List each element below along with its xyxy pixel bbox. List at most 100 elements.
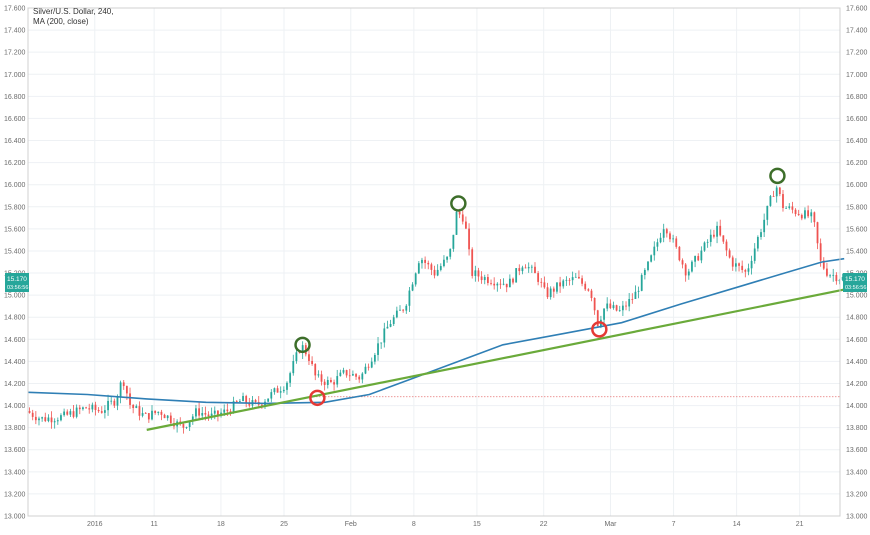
candle-body <box>775 187 778 197</box>
y-tick-label-right: 13.000 <box>846 514 868 521</box>
candle-body <box>486 277 489 283</box>
candle-body <box>543 282 546 288</box>
candle-body <box>480 276 483 281</box>
x-tick-label: 25 <box>280 521 288 528</box>
candle-body <box>292 361 295 374</box>
y-tick-label-left: 15.800 <box>4 204 26 211</box>
candle-body <box>618 310 621 312</box>
candle-body <box>88 408 91 410</box>
candle-body <box>125 386 128 394</box>
y-tick-label-right: 13.600 <box>846 447 868 454</box>
y-tick-label-left: 13.200 <box>4 491 26 498</box>
candle-body <box>53 421 56 423</box>
y-tick-label-right: 16.600 <box>846 116 868 123</box>
candle-body <box>750 260 753 269</box>
candle-body <box>50 417 53 423</box>
candle-body <box>807 210 809 217</box>
candle-body <box>188 421 191 428</box>
candle-body <box>728 250 731 258</box>
candle-body <box>383 328 386 343</box>
candle-body <box>345 370 348 376</box>
candle-body <box>571 277 574 281</box>
candle-body <box>185 427 188 428</box>
y-tick-label-left: 17.000 <box>4 72 26 79</box>
candle-body <box>631 298 634 300</box>
candle-body <box>207 414 210 417</box>
y-tick-label-right: 16.400 <box>846 138 868 145</box>
candle-body <box>810 212 813 217</box>
candle-body <box>722 235 725 242</box>
candle-body <box>248 402 251 406</box>
candle-body <box>147 413 150 420</box>
y-tick-label-right: 15.400 <box>846 248 868 255</box>
x-tick-label: 21 <box>796 521 804 528</box>
candle-body <box>691 261 693 272</box>
x-tick-label: 8 <box>412 521 416 528</box>
candle-body <box>223 409 226 413</box>
y-tick-label-left: 17.600 <box>4 6 26 13</box>
candle-body <box>788 206 791 208</box>
y-tick-label-right: 14.200 <box>846 381 868 388</box>
candle-body <box>60 415 62 421</box>
candle-body <box>28 411 31 413</box>
candle-body <box>295 352 298 362</box>
candle-body <box>279 391 282 393</box>
candle-body <box>760 232 762 237</box>
candle-body <box>530 266 533 268</box>
candle-body <box>204 413 207 415</box>
badge-price-right: 15.170 <box>845 276 865 283</box>
candle-body <box>684 264 687 276</box>
y-tick-label-right: 15.000 <box>846 293 868 300</box>
candle-body <box>778 187 781 195</box>
y-tick-label-left: 16.600 <box>4 116 26 123</box>
candle-body <box>242 396 244 402</box>
candle-body <box>392 317 395 324</box>
y-tick-label-left: 15.000 <box>4 293 26 300</box>
candle-body <box>226 409 229 412</box>
swing-high-circle <box>294 336 311 354</box>
x-tick-label: Mar <box>604 521 617 528</box>
candle-body <box>502 283 505 285</box>
candle-body <box>330 379 332 383</box>
badge-price-left: 15.170 <box>7 276 27 283</box>
y-tick-label-left: 13.800 <box>4 425 26 432</box>
candle-body <box>94 404 97 410</box>
candle-body <box>38 418 40 421</box>
candle-body <box>399 309 401 311</box>
candle-body <box>477 270 480 277</box>
candle-body <box>47 417 50 422</box>
candle-body <box>320 374 323 382</box>
candle-body <box>521 267 524 272</box>
candle-body <box>270 392 273 399</box>
price-badge-right: 15.170 03:56:56 <box>843 273 867 292</box>
x-tick-label: 22 <box>540 521 548 528</box>
candle-body <box>709 234 712 242</box>
candle-body <box>132 404 135 408</box>
y-tick-label-right: 17.200 <box>846 50 868 57</box>
ma-200-line <box>27 257 845 405</box>
candle-body <box>31 412 34 417</box>
candle-body <box>455 211 458 235</box>
candle-body <box>282 389 285 392</box>
candle-body <box>703 242 706 251</box>
candle-body <box>273 388 276 393</box>
candle-body <box>308 354 310 361</box>
axis-layer: 17.600 17.600 17.400 17.400 17.200 17.200 17.0… <box>4 6 868 529</box>
candle-body <box>515 268 518 283</box>
y-tick-label-right: 17.400 <box>846 28 868 35</box>
candle-body <box>826 268 828 276</box>
candle-body <box>785 207 788 209</box>
candle-body <box>289 373 292 383</box>
candle-body <box>113 400 116 406</box>
y-tick-label-right: 13.200 <box>846 491 868 498</box>
candle-body <box>201 413 204 416</box>
candle-body <box>452 234 455 249</box>
candle-body <box>389 323 392 327</box>
candle-body <box>747 268 750 272</box>
y-tick-label-right: 16.200 <box>846 160 868 167</box>
y-tick-label-right: 14.400 <box>846 359 868 366</box>
candle-body <box>681 260 684 265</box>
candle-body <box>395 310 398 318</box>
